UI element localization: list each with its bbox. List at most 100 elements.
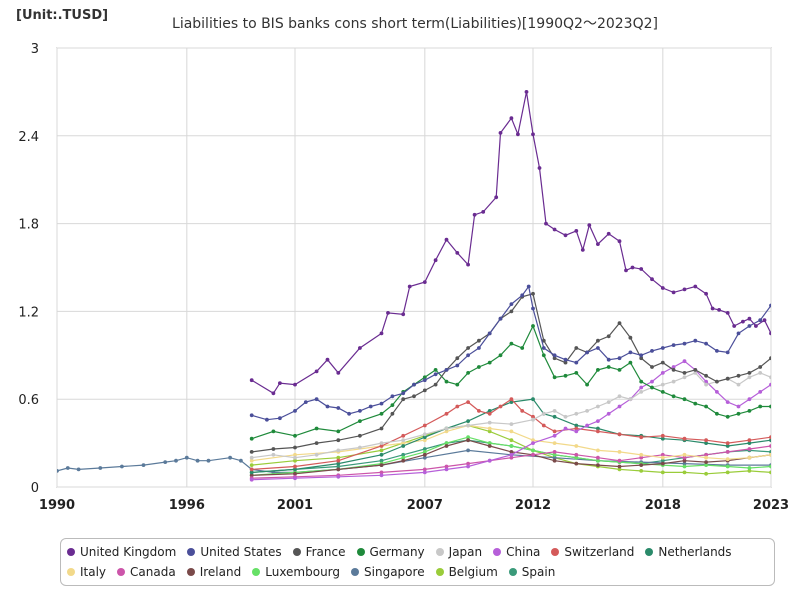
data-point	[639, 452, 644, 457]
data-point	[379, 452, 384, 457]
data-point	[747, 371, 752, 375]
data-point	[487, 429, 492, 434]
legend-marker	[252, 568, 261, 576]
data-point	[509, 452, 514, 457]
data-point	[682, 359, 687, 364]
data-point	[725, 414, 730, 419]
legend-item: Luxembourg	[252, 562, 340, 582]
data-point	[596, 426, 600, 431]
data-point	[791, 449, 795, 453]
legend: United Kingdom United States France Germany…	[60, 538, 775, 586]
data-point	[596, 404, 600, 409]
data-point	[265, 417, 269, 422]
data-point	[249, 436, 254, 441]
legend-marker	[508, 568, 517, 576]
data-point	[455, 356, 460, 361]
data-point	[336, 464, 341, 469]
data-point	[336, 455, 341, 460]
data-point	[174, 458, 178, 463]
data-point	[325, 404, 330, 409]
data-point	[422, 452, 427, 457]
data-point	[401, 455, 406, 460]
data-point	[617, 321, 622, 325]
data-point	[725, 376, 730, 381]
data-point	[390, 411, 395, 416]
data-point	[606, 411, 611, 416]
legend-marker	[356, 548, 365, 556]
data-point	[574, 371, 579, 375]
data-point	[444, 368, 449, 372]
data-point	[487, 458, 492, 463]
legend-item: Italy	[67, 562, 106, 582]
data-point	[494, 195, 499, 200]
data-point	[477, 338, 481, 343]
y-tick-label: 1.8	[18, 218, 39, 233]
data-point	[466, 464, 470, 469]
series-line-luxembourg	[251, 436, 771, 476]
data-point	[141, 463, 146, 467]
data-point	[650, 277, 654, 282]
data-point	[358, 433, 362, 438]
data-point	[682, 397, 687, 402]
data-point	[650, 365, 654, 369]
series-group	[57, 90, 795, 482]
data-point	[379, 411, 384, 416]
data-point	[498, 404, 503, 409]
legend-marker	[351, 568, 360, 576]
data-point	[401, 441, 406, 445]
legend-label: Luxembourg	[265, 565, 341, 579]
data-point	[596, 463, 600, 467]
series-line-ireland	[251, 439, 771, 476]
data-point	[725, 470, 730, 475]
data-point	[639, 469, 644, 473]
data-point	[784, 326, 788, 330]
data-point	[498, 131, 503, 135]
data-point	[780, 380, 784, 384]
data-point	[552, 353, 557, 358]
data-point	[466, 448, 470, 453]
data-point	[541, 353, 546, 358]
data-point	[293, 433, 297, 438]
data-point	[526, 284, 531, 289]
data-point	[249, 450, 254, 454]
data-point	[791, 463, 795, 467]
data-point	[422, 450, 427, 454]
data-point	[747, 455, 752, 460]
data-point	[682, 287, 687, 292]
data-point	[487, 409, 492, 413]
data-point	[660, 461, 665, 466]
series-line-united-kingdom	[251, 91, 771, 395]
data-point	[585, 382, 589, 387]
data-point	[552, 458, 557, 463]
data-point	[704, 382, 708, 387]
x-tick-label: 2001	[277, 498, 313, 513]
data-point	[520, 346, 525, 350]
data-point	[271, 452, 276, 457]
data-point	[531, 397, 535, 402]
data-point	[509, 116, 514, 121]
data-point	[693, 338, 698, 343]
data-point	[524, 90, 529, 94]
y-tick-label: 0.6	[18, 393, 39, 408]
data-point	[509, 444, 514, 448]
data-point	[422, 388, 427, 393]
data-point	[509, 341, 514, 346]
legend-label: United States	[200, 545, 282, 559]
data-point	[379, 463, 384, 467]
data-point	[249, 463, 254, 467]
data-point	[585, 423, 589, 428]
data-point	[336, 467, 341, 472]
data-point	[617, 404, 622, 409]
data-point	[639, 267, 644, 271]
data-point	[585, 350, 589, 355]
data-point	[379, 441, 384, 445]
data-point	[552, 433, 557, 438]
data-point	[293, 455, 297, 460]
data-point	[628, 397, 633, 402]
data-point	[552, 450, 557, 454]
data-point	[444, 411, 449, 416]
data-point	[769, 452, 771, 457]
data-point	[736, 373, 741, 378]
data-point	[472, 212, 477, 217]
data-point	[574, 444, 579, 448]
